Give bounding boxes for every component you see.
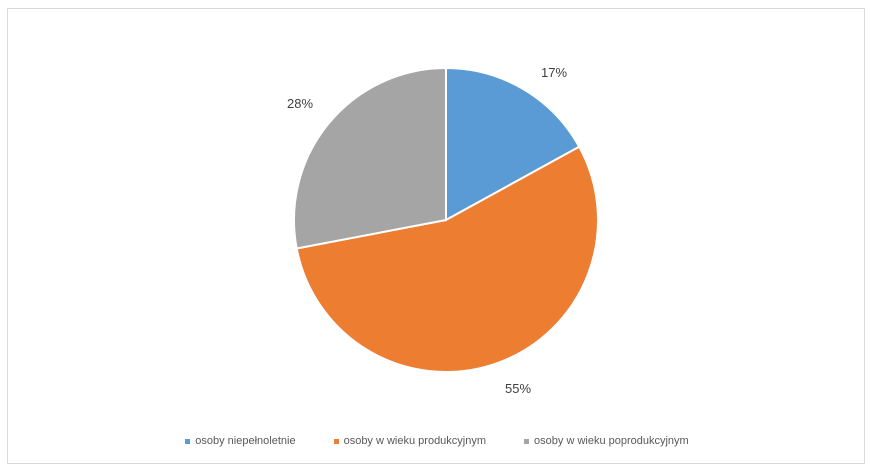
legend-item-2: osoby w wieku poprodukcyjnym: [524, 435, 689, 447]
legend-swatch-2: [524, 438, 530, 444]
data-label-0: 17%: [541, 65, 567, 80]
pie-slice-2: [293, 66, 447, 250]
pie-slice-0: [445, 66, 581, 222]
data-label-2: 28%: [287, 96, 313, 111]
data-label-1: 55%: [505, 381, 531, 396]
legend-swatch-0: [185, 438, 191, 444]
legend-item-0: osoby niepełnoletnie: [185, 435, 296, 447]
legend-item-1: osoby w wieku produkcyjnym: [333, 435, 487, 447]
data-labels: 17% 55% 28%: [287, 65, 567, 396]
legend-label-1: osoby w wieku produkcyjnym: [343, 435, 487, 447]
legend-label-0: osoby niepełnoletnie: [195, 435, 296, 447]
pie-slice-1: [295, 145, 599, 373]
pie-slices: [293, 66, 599, 373]
legend-label-2: osoby w wieku poprodukcyjnym: [534, 435, 689, 447]
legend-swatch-1: [333, 438, 339, 444]
legend: osoby niepełnoletnie osoby w wieku produ…: [0, 435, 874, 447]
